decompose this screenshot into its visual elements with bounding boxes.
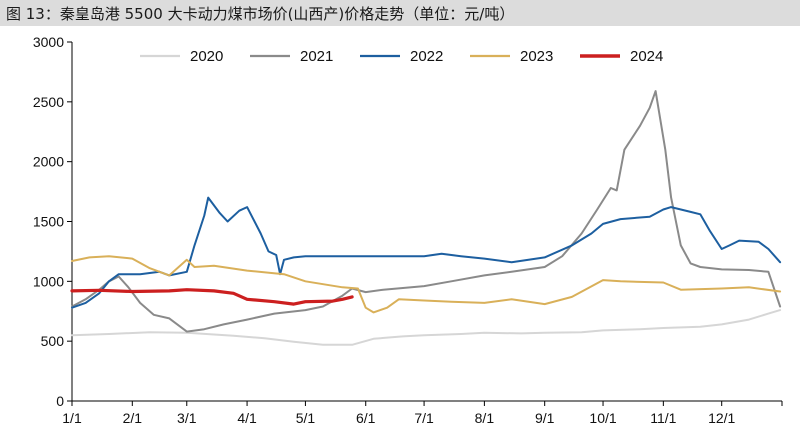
y-tick-label: 1000 [33, 273, 64, 289]
series-line-2022 [71, 196, 782, 309]
series-line-2021 [71, 90, 782, 333]
x-tick-label: 10/1 [589, 410, 616, 426]
x-tick-label: 7/1 [414, 410, 434, 426]
x-tick-label: 12/1 [708, 410, 735, 426]
legend-label-2020: 2020 [190, 48, 223, 65]
x-tick-label: 4/1 [237, 410, 257, 426]
series-line-2024 [70, 288, 354, 306]
series-line-2020 [71, 309, 782, 346]
legend-label-2021: 2021 [300, 48, 333, 65]
series-line-2023 [71, 255, 782, 314]
chart-title: 图 13：秦皇岛港 5500 大卡动力煤市场价(山西产)价格走势（单位：元/吨） [0, 0, 800, 26]
legend-label-2024: 2024 [630, 48, 663, 65]
x-tick-label: 6/1 [356, 410, 376, 426]
legend: 2020 2021 2022 2023 2024 [140, 48, 663, 65]
x-tick-label: 8/1 [475, 410, 495, 426]
y-tick-label: 2500 [33, 94, 64, 110]
y-tick-label: 500 [41, 333, 65, 349]
y-tick-label: 2000 [33, 154, 64, 170]
y-tick-label: 3000 [33, 34, 64, 50]
x-tick-label: 2/1 [123, 410, 143, 426]
axes: 0 500 1000 1500 2000 2500 3000 1/1 2/1 3/1 4/1 5/1 6… [33, 34, 783, 426]
legend-label-2023: 2023 [520, 48, 553, 65]
x-tick-label: 11/1 [650, 410, 676, 426]
x-tick-label: 3/1 [177, 410, 197, 426]
x-tick-label: 1/1 [62, 410, 82, 426]
legend-label-2022: 2022 [410, 48, 443, 65]
x-tick-label: 5/1 [296, 410, 316, 426]
y-tick-label: 0 [56, 393, 64, 409]
x-tick-label: 9/1 [535, 410, 555, 426]
series-lines [70, 90, 782, 346]
y-tick-label: 1500 [33, 214, 64, 230]
